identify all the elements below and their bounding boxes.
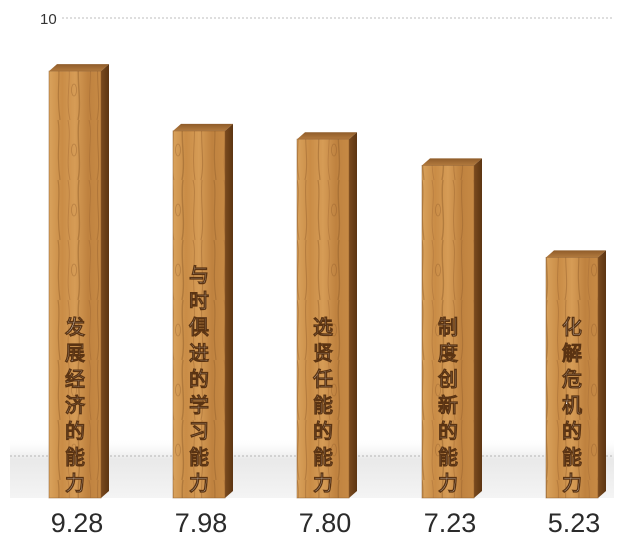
bar-label-text: 化解危机的能力 <box>562 315 582 495</box>
bar-side <box>225 123 233 499</box>
bar-edge <box>48 70 102 499</box>
bar-grain <box>49 71 101 499</box>
value-label: 7.80 <box>299 508 352 538</box>
ytick-label: 10 <box>40 11 57 28</box>
bar <box>172 123 233 499</box>
value-label: 7.23 <box>424 508 477 538</box>
bar-label-text: 与时俱进的学习能力 <box>188 263 209 495</box>
value-label: 9.28 <box>51 508 104 538</box>
value-label: 7.98 <box>175 508 228 538</box>
bar <box>296 132 357 499</box>
bar-label: 制度创新的能力 <box>437 315 460 496</box>
bar-label-text: 选贤任能的能力 <box>312 315 333 495</box>
bar-edge <box>421 165 475 499</box>
bar-label: 发展经济的能力 <box>64 315 87 496</box>
bar-top <box>297 132 357 140</box>
bar-top <box>546 250 606 258</box>
bar-label: 与时俱进的学习能力 <box>188 263 210 496</box>
bar <box>421 158 482 499</box>
bar-top <box>422 158 482 166</box>
bar-edge <box>172 130 226 499</box>
bar-side <box>101 64 109 499</box>
bar-grain <box>173 130 225 499</box>
value-label: 5.23 <box>548 508 601 538</box>
bar-top <box>49 64 109 72</box>
bar-side <box>474 158 482 499</box>
bar <box>48 64 109 499</box>
bar-top <box>173 123 233 131</box>
bar-label-text: 制度创新的能力 <box>437 315 459 495</box>
bar-edge <box>296 138 350 499</box>
bar <box>545 250 606 499</box>
bar-edge <box>545 257 599 499</box>
bar-label-text: 发展经济的能力 <box>64 315 86 495</box>
bar-side <box>598 250 606 498</box>
bar-label: 化解危机的能力 <box>562 315 583 496</box>
bar-label: 选贤任能的能力 <box>312 315 334 496</box>
bar-grain <box>297 139 349 498</box>
bar-grain <box>546 257 598 498</box>
bar-grain <box>422 165 474 499</box>
bar-side <box>349 132 357 498</box>
bars-group: 发展经济的能力 9.28 与时俱进的学习能力 7.98 选贤任能的能力 7.80 制度创新的… <box>48 64 606 538</box>
